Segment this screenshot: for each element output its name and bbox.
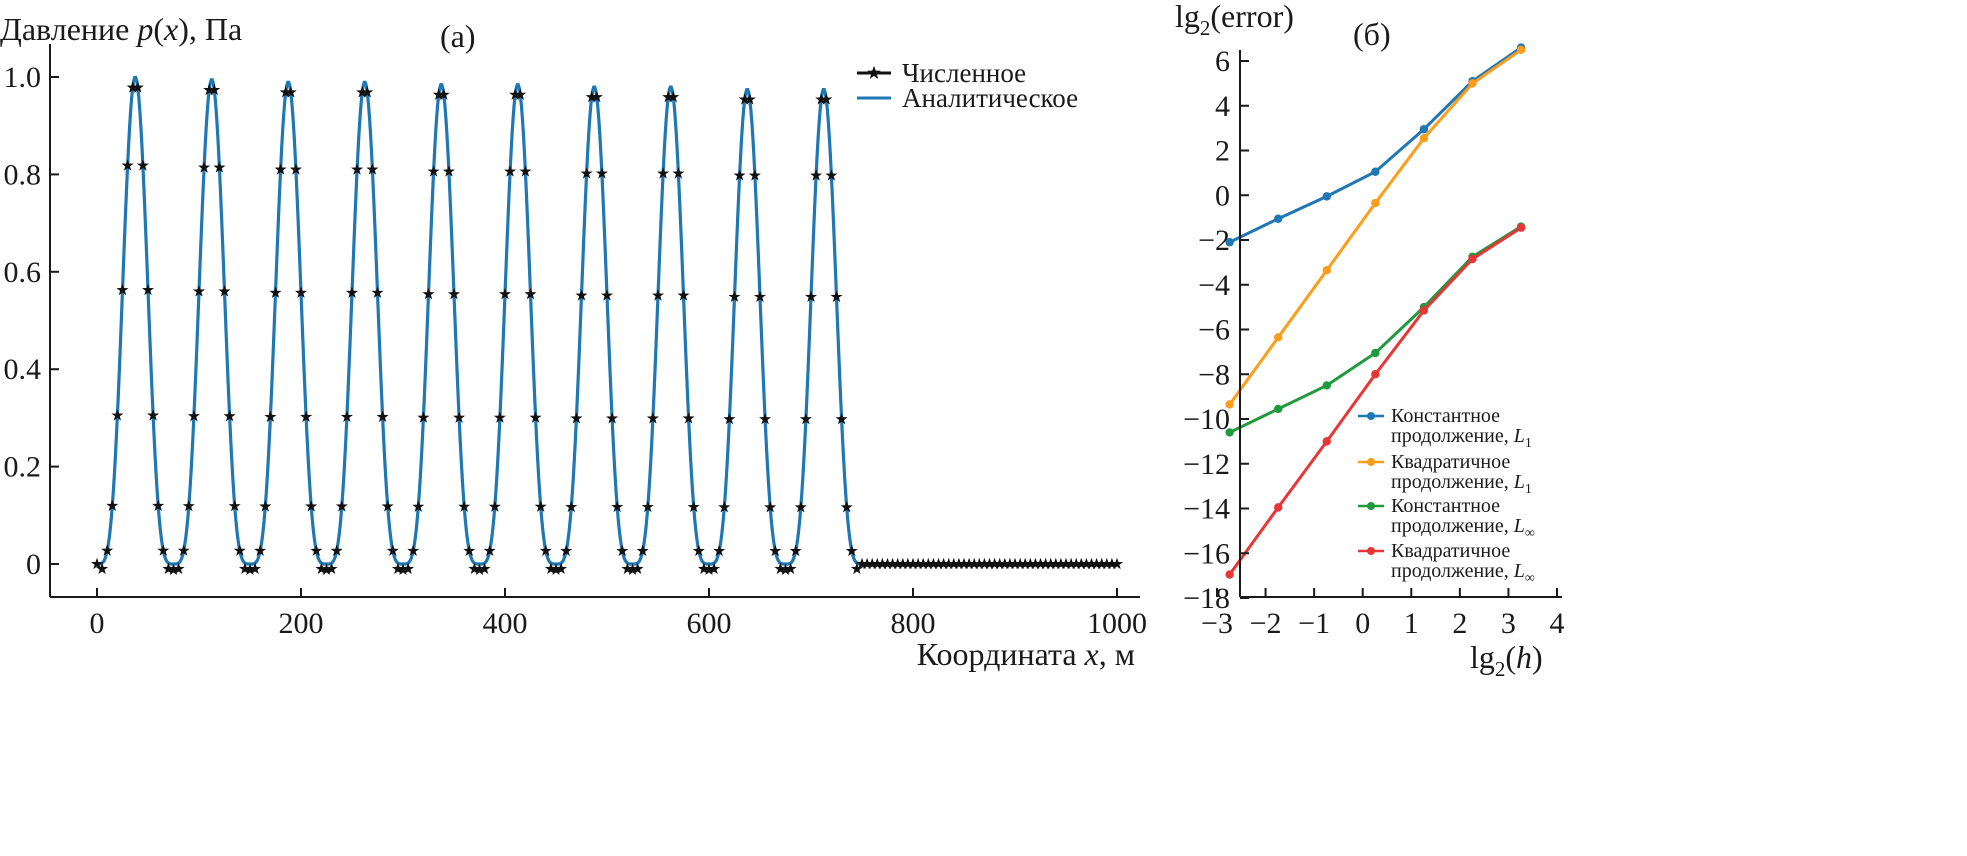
panel-b-data-point [1419, 306, 1429, 315]
panel-b-y-tick-label: −4 [1198, 269, 1230, 302]
panel-b-x-tick-label: 2 [1452, 607, 1467, 640]
legend-item-numeric: Численное [857, 58, 1026, 88]
panel-b-x-tick-label: −2 [1250, 607, 1282, 640]
panel-a-x-axis-title: Координата x, м [917, 636, 1135, 672]
panel-a-x-tick-label: 200 [279, 607, 324, 640]
panel-b-x-axis-title: lg2(h) [1470, 639, 1543, 681]
panel-b-x-tick-label: −1 [1298, 607, 1330, 640]
analytic-series-line [97, 75, 1117, 566]
legend-label-analytic: Аналитическое [902, 83, 1078, 113]
panel-b-data-point [1274, 503, 1283, 512]
panel-a-x-ticks: 0 200 400 600 800 1000 [90, 588, 1147, 640]
panel-b-data-point [1225, 428, 1234, 437]
legend-item-quad-linf: Квадратичное продолжение, L∞ [1358, 540, 1535, 586]
panel-a-y-tick-label: 0 [26, 548, 41, 581]
panel-b-data-point [1371, 198, 1380, 208]
panel-a-y-tick-label: 0.8 [4, 158, 42, 191]
panel-b-data-point [1468, 79, 1477, 88]
legend-label-quad-linf-line1: Квадратичное [1391, 540, 1510, 562]
panel-b-data-point [1419, 125, 1429, 134]
panel-b-data-point [1468, 254, 1477, 264]
legend-marker-quad-linf [1367, 547, 1375, 555]
panel-a-y-ticks: 0 0.2 0.4 0.6 0.8 1.0 [4, 61, 59, 581]
panel-a-x-tick-label: 400 [483, 607, 528, 640]
panel-a-legend: Численное Аналитическое [857, 58, 1078, 113]
panel-b-data-point [1274, 404, 1283, 414]
legend-label-numeric: Численное [902, 58, 1026, 88]
panel-a: 0 0.2 0.4 0.6 0.8 1.0 0 200 400 600 800 1000 Давле… [0, 11, 1147, 672]
panel-b-x-tick-label: −3 [1201, 607, 1233, 640]
legend-item-const-l1: Константное продолжение, L1 [1358, 405, 1532, 451]
legend-label-quad-l1-line2: продолжение, L1 [1391, 471, 1532, 497]
panel-b-data-point [1322, 266, 1331, 275]
panel-b-y-tick-label: −16 [1183, 537, 1230, 570]
panel-b-label: (б) [1353, 16, 1391, 52]
panel-b-data-point [1225, 238, 1234, 247]
panel-b-series-3 [1225, 223, 1526, 579]
panel-b-series-1 [1225, 45, 1526, 409]
panel-b-y-tick-label: 0 [1215, 179, 1230, 212]
panel-a-y-tick-label: 0.2 [4, 451, 42, 484]
panel-b-data-point [1322, 381, 1331, 390]
legend-item-quad-l1: Квадратичное продолжение, L1 [1358, 451, 1532, 497]
panel-b-x-tick-label: 4 [1550, 607, 1565, 640]
panel-b-data-point [1371, 167, 1380, 176]
panel-b-data-point [1371, 370, 1380, 379]
legend-marker-const-linf [1367, 502, 1375, 510]
panel-b-y-tick-label: −18 [1183, 582, 1230, 615]
legend-item-const-linf: Константное продолжение, L∞ [1358, 495, 1535, 541]
legend-marker-quad-l1 [1367, 458, 1375, 466]
panel-a-y-axis-title: Давление p(x), Па [0, 11, 242, 47]
panel-a-x-tick-label: 600 [687, 607, 732, 640]
panel-b-y-tick-label: −6 [1198, 314, 1230, 347]
legend-item-analytic: Аналитическое [857, 83, 1078, 113]
panel-b-series-line [1228, 46, 1522, 244]
panel-b-x-tick-label: 3 [1501, 607, 1516, 640]
panel-b-x-tick-label: 0 [1355, 607, 1370, 640]
panel-a-x-tick-label: 1000 [1087, 607, 1147, 640]
panel-b-data-point [1419, 133, 1429, 143]
panel-b-y-tick-label: 2 [1215, 135, 1230, 168]
panel-b-y-tick-label: −10 [1183, 403, 1230, 436]
panel-b-y-ticks: 6 4 2 0 −2 −4 −6 −8 −10 −12 −14 −16 −18 [1183, 45, 1249, 615]
panel-b-y-tick-label: 4 [1215, 90, 1230, 123]
panel-b-x-tick-label: 1 [1404, 607, 1419, 640]
panel-b-data-point [1274, 214, 1283, 223]
analytic-line-path [97, 75, 1117, 566]
panel-b-y-tick-label: 6 [1215, 45, 1230, 78]
panel-a-y-tick-label: 0.4 [4, 353, 42, 386]
panel-a-plot-area [90, 75, 1124, 575]
legend-label-quad-l1-line1: Квадратичное [1391, 451, 1510, 473]
panel-b-data-point [1322, 437, 1331, 446]
panel-b-y-tick-label: −14 [1183, 493, 1230, 526]
panel-b-data-point [1516, 45, 1526, 55]
legend-label-const-linf-line1: Константное [1391, 495, 1500, 517]
legend-label-const-l1-line1: Константное [1391, 405, 1500, 427]
panel-b-y-axis-title: lg2(error) [1175, 0, 1294, 40]
panel-b-data-point [1371, 348, 1380, 358]
panel-b-data-point [1274, 333, 1283, 342]
legend-label-quad-linf-line2: продолжение, L∞ [1391, 560, 1535, 586]
legend-label-const-l1-line2: продолжение, L1 [1391, 425, 1532, 451]
panel-b-series [1225, 43, 1526, 579]
panel-b-y-tick-label: −8 [1198, 358, 1230, 391]
panel-a-x-tick-label: 0 [90, 607, 105, 640]
panel-a-x-tick-label: 800 [891, 607, 936, 640]
panel-b-y-tick-label: −2 [1198, 224, 1230, 257]
panel-a-y-tick-label: 0.6 [4, 256, 42, 289]
panel-b-y-tick-label: −12 [1183, 448, 1230, 481]
panel-b-legend: Константное продолжение, L1 Квадратичное… [1358, 405, 1535, 586]
legend-label-const-linf-line2: продолжение, L∞ [1391, 515, 1535, 541]
legend-marker-const-l1 [1367, 412, 1375, 420]
panel-b-series-0 [1225, 43, 1526, 247]
panel-b-data-point [1322, 192, 1331, 201]
panel-b-data-point [1516, 223, 1526, 232]
panel-b-data-point [1225, 570, 1234, 579]
panel-b-data-point [1225, 400, 1234, 409]
panel-a-label: (а) [440, 18, 476, 54]
panel-a-y-tick-label: 1.0 [4, 61, 42, 94]
panel-b-x-ticks: −3 −2 −1 0 1 2 3 4 [1201, 588, 1565, 640]
